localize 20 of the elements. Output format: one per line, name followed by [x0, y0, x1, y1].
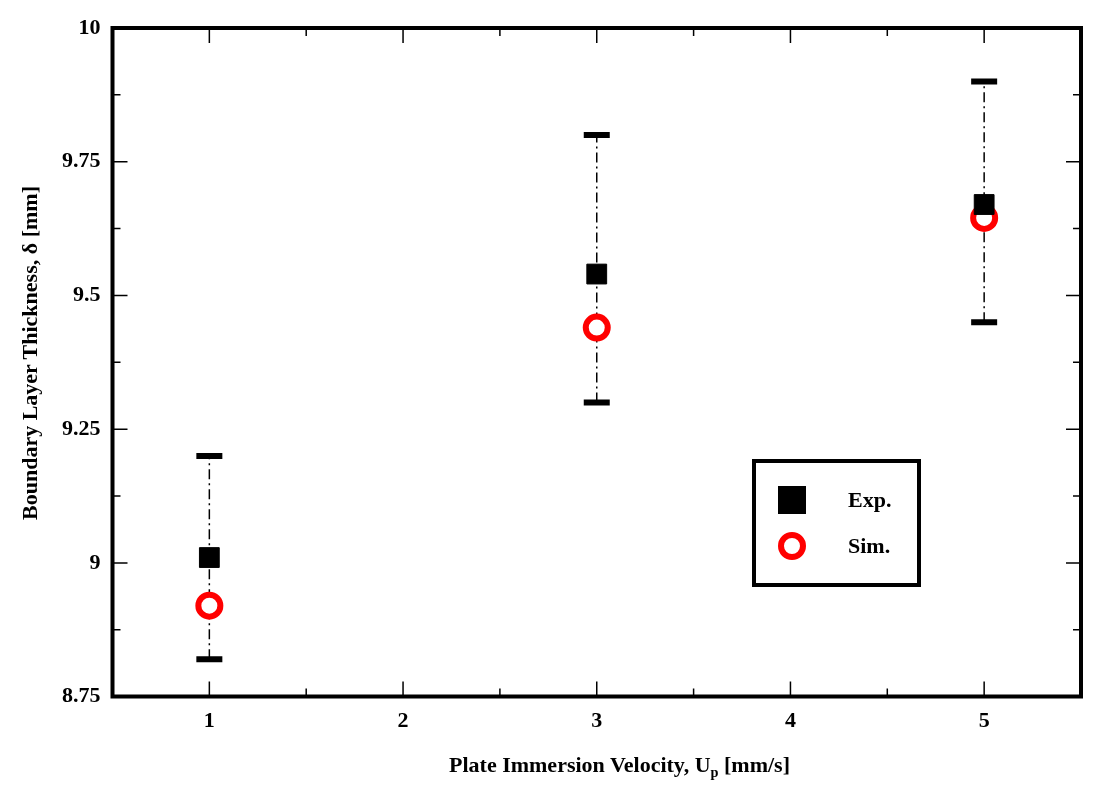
y-tick-label: 9.5	[73, 281, 101, 307]
point	[195, 591, 224, 620]
point	[198, 547, 220, 568]
x-tick-label: 5	[978, 707, 990, 733]
x-tick-label: 3	[591, 707, 603, 733]
x-tick-label: 4	[784, 707, 796, 733]
y-tick-label: 10	[78, 13, 101, 39]
x-tick-label: 2	[397, 707, 409, 733]
y-tick-label: 8.75	[62, 682, 101, 708]
y-axis-title: Boundary Layer Thickness, δ [mm]	[17, 185, 43, 522]
x-tick-label: 1	[203, 707, 215, 733]
point	[582, 313, 611, 342]
y-tick-label: 9	[89, 548, 101, 574]
point	[586, 263, 608, 285]
legend-label: Sim.	[848, 532, 891, 559]
point	[973, 194, 995, 215]
legend-label: Exp.	[848, 486, 892, 513]
y-tick-label: 9.75	[62, 147, 101, 173]
y-tick-label: 9.25	[62, 414, 101, 440]
x-axis-title: Plate Immersion Velocity, U$_{p}$ [mm/s]	[448, 752, 791, 782]
